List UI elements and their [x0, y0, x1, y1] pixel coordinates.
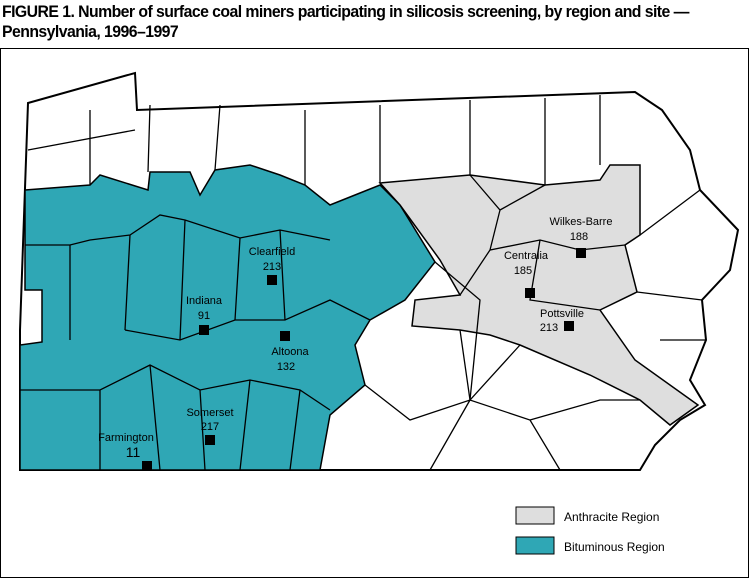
site-count: 188: [570, 231, 588, 243]
site-marker-farmington: [142, 461, 152, 471]
legend-swatch-bituminous: [515, 536, 555, 555]
site-name: Farmington: [98, 432, 154, 444]
legend-label: Anthracite Region: [564, 510, 659, 524]
legend-swatch-anthracite: [515, 506, 555, 525]
site-name: Indiana: [186, 295, 223, 307]
site-name: Altoona: [271, 346, 309, 358]
site-name: Pottsville: [540, 308, 584, 320]
site-count: 185: [514, 265, 532, 277]
site-labels: Clearfield 213 Indiana 91 Altoona 132 So…: [98, 216, 612, 460]
site-count: 91: [198, 310, 210, 322]
site-count: 213: [540, 322, 558, 334]
site-marker-altoona: [280, 331, 290, 341]
site-marker-centralia: [525, 288, 535, 298]
site-marker-pottsville: [564, 321, 574, 331]
site-count: 132: [277, 361, 295, 373]
site-marker-somerset: [205, 435, 215, 445]
legend-label: Bituminous Region: [564, 540, 665, 554]
site-marker-wilkes-barre: [576, 248, 586, 258]
site-name: Centralia: [504, 250, 549, 262]
legend: Anthracite Region Bituminous Region: [515, 506, 665, 555]
figure-title: FIGURE 1. Number of surface coal miners …: [2, 2, 693, 41]
site-count: 11: [126, 444, 141, 460]
site-count: 213: [263, 261, 281, 273]
site-count: 217: [201, 421, 219, 433]
anthracite-region: [378, 164, 700, 426]
site-name: Somerset: [186, 407, 233, 419]
site-marker-indiana: [199, 325, 209, 335]
county-lines: [20, 95, 706, 471]
site-name: Clearfield: [249, 246, 295, 258]
site-markers: [142, 248, 586, 471]
site-marker-clearfield: [267, 275, 277, 285]
site-name: Wilkes-Barre: [550, 216, 613, 228]
